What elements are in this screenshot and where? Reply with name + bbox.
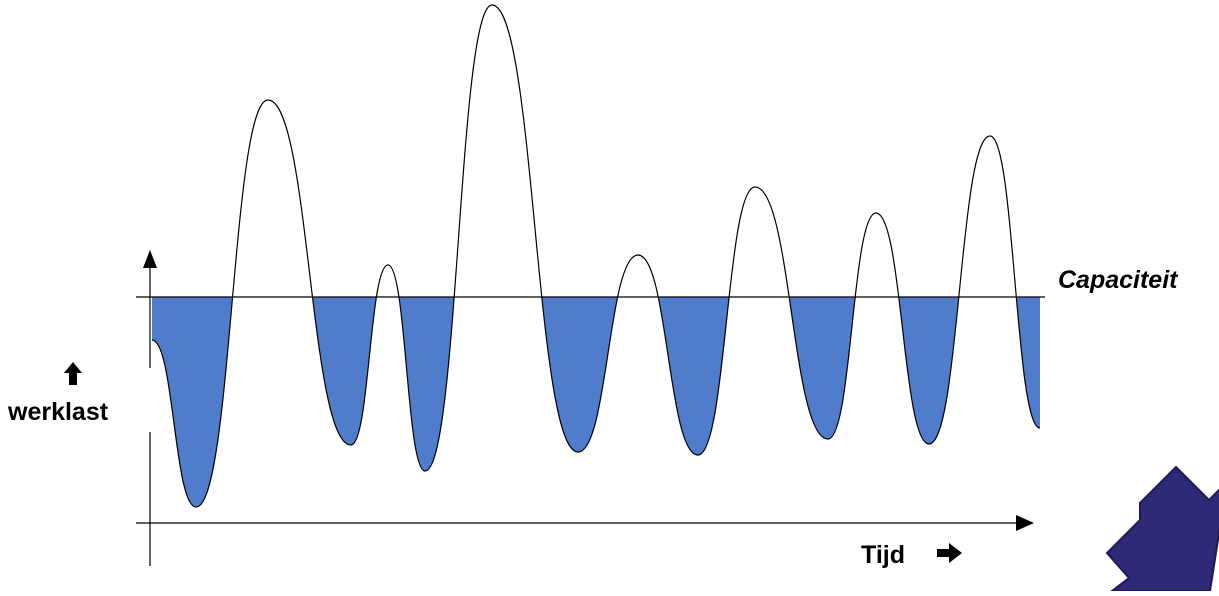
y-axis-arrowhead <box>143 250 157 268</box>
up-arrow-icon <box>64 362 82 385</box>
x-axis-arrowhead <box>1016 515 1034 531</box>
right-arrow-icon <box>937 543 962 563</box>
x-axis-label: Tijd <box>861 541 905 569</box>
down-right-arrow-icon[interactable] <box>1105 465 1219 592</box>
y-axis-label: werklast <box>7 398 109 426</box>
capacity-label: Capaciteit <box>1058 266 1179 294</box>
deficit-area <box>152 297 1040 507</box>
workload-curve <box>151 4 1041 508</box>
